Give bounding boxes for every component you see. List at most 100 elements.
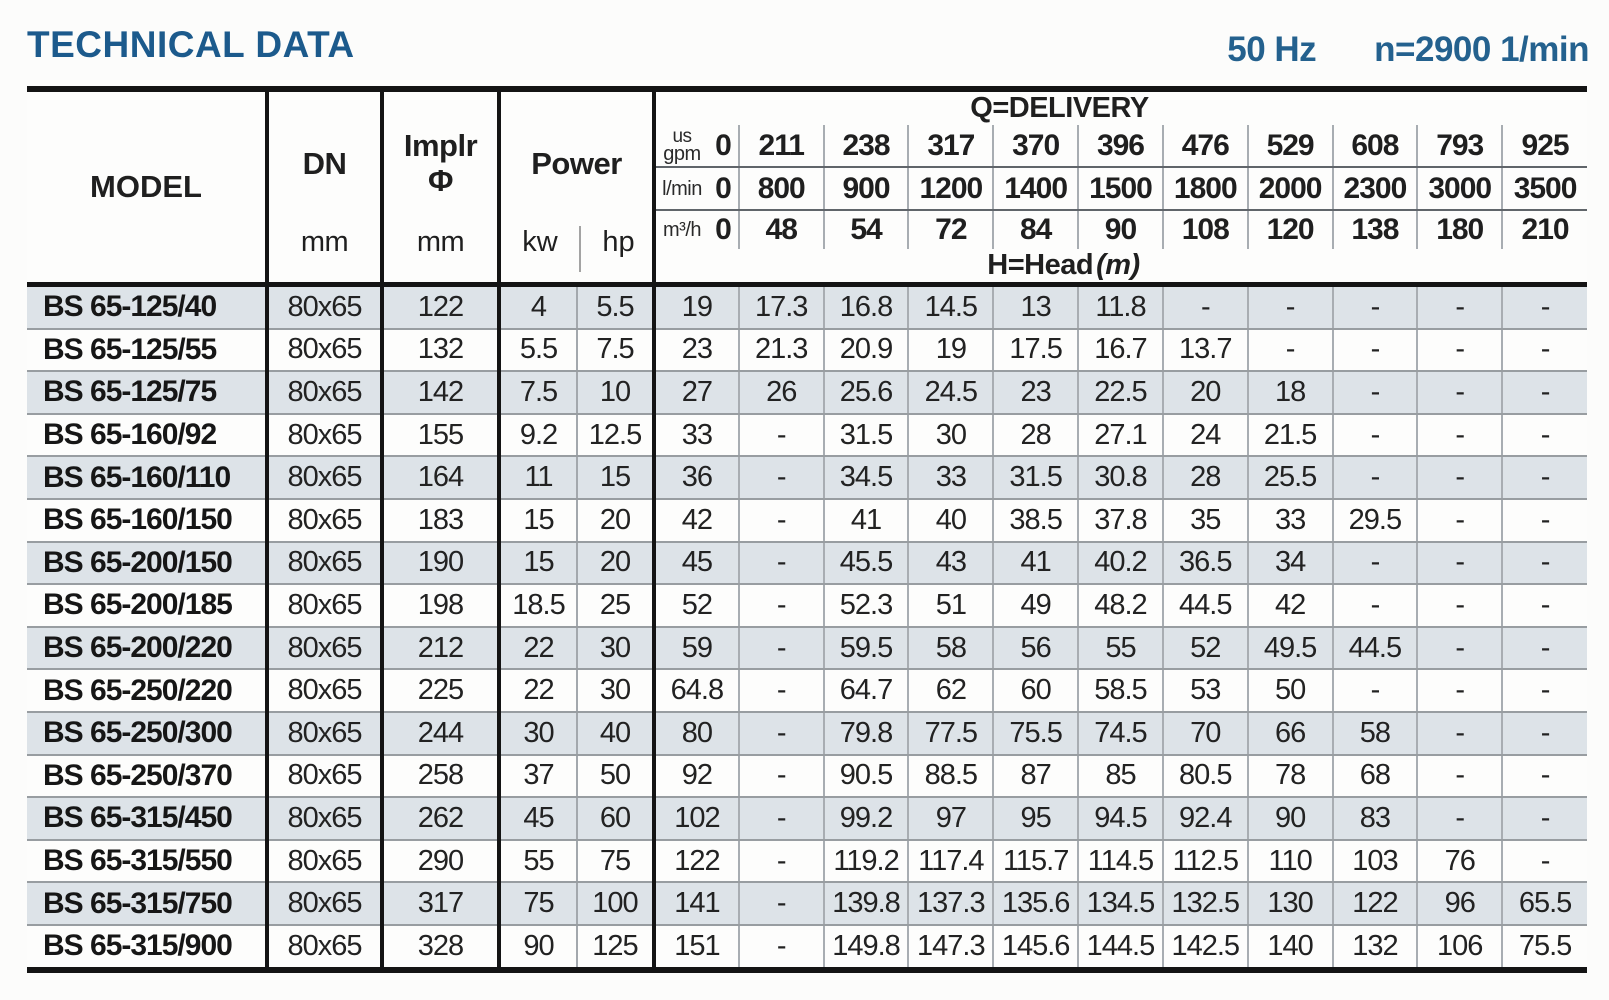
head-value-cell: - [1331,541,1418,586]
head-value-cell: 13 [992,281,1079,330]
head-value-cell: 140 [1246,924,1333,971]
dn-cell: 80x65 [267,371,384,415]
power-label: Power [531,145,622,181]
implr-cell: 244 [382,711,501,756]
kw-cell: 7.5 [499,371,578,415]
head-value-cell: 119.2 [822,839,909,884]
head-value-cell: 145.6 [992,924,1079,971]
head-value-cell: 45 [654,541,739,586]
kw-cell: 15 [499,541,578,586]
head-value-cell: 95 [992,797,1079,841]
hp-cell: 50 [577,754,656,799]
kw-cell: 18.5 [499,584,578,628]
model-cell: BS 65-200/150 [27,541,269,586]
head-value-cell: - [1416,413,1503,458]
head-value-cell: 132 [1331,924,1418,971]
head-value-cell: 51 [907,584,994,628]
implr-cell: 142 [382,371,501,415]
head-value-cell: 59 [654,626,739,671]
delivery-value-cell: 72 [907,210,994,249]
head-value-cell: 16.8 [822,281,909,330]
head-value-cell: 49 [992,584,1079,628]
head-value-cell: 122 [1331,882,1418,926]
delivery-zero-value: 0 [715,171,732,205]
head-value-cell: 77.5 [907,711,994,756]
head-value-cell: - [1416,797,1503,841]
head-value-cell: 66 [1246,711,1333,756]
head-value-cell: - [737,626,824,671]
head-value-cell: 41 [822,498,909,543]
head-value-cell: 19 [654,281,739,330]
hp-cell: 100 [577,882,656,926]
head-value-cell: 13.7 [1161,328,1248,373]
head-value-cell: 97 [907,797,994,841]
head-value-cell: 23 [654,328,739,373]
head-value-cell: - [1416,626,1503,671]
head-value-cell: - [1416,371,1503,415]
table-row: BS 65-200/220 80x65 212 22 30 59-59.5 58 56 55 52… [27,626,1587,671]
model-cell: BS 65-315/900 [27,924,269,971]
head-value-cell: 20.9 [822,328,909,373]
dn-cell: 80x65 [267,797,384,841]
head-value-cell: - [1331,281,1418,330]
head-group-label: H=Head (m) [987,249,1140,281]
delivery-group-header: Q=DELIVERY [654,89,1587,125]
head-value-cell: 141 [654,882,739,926]
head-value-cell: 19 [907,328,994,373]
head-value-cell: 62 [907,669,994,713]
table-row: BS 65-200/150 80x65 190 15 20 45-45.5 43 41 40.2… [27,541,1587,586]
head-value-cell: - [1501,371,1587,415]
table-row: BS 65-250/300 80x65 244 30 40 80-79.8 77.5 75.5… [27,711,1587,756]
head-value-cell: - [1416,456,1503,500]
head-value-cell: - [1331,371,1418,415]
head-value-cell: - [1501,413,1587,458]
page-header: TECHNICAL DATA 50 Hz n=2900 1/min [0,0,1609,86]
head-value-cell: 53 [1161,669,1248,713]
dn-cell: 80x65 [267,456,384,500]
head-value-cell: - [1161,281,1248,330]
head-value-cell: - [1331,669,1418,713]
head-value-cell: 17.3 [737,281,824,330]
head-value-cell: 55 [1077,626,1163,671]
head-value-cell: 25.6 [822,371,909,415]
head-value-cell: 43 [907,541,994,586]
head-value-cell: 18 [1246,371,1333,415]
head-value-cell: 33 [1246,498,1333,543]
head-value-cell: 142.5 [1161,924,1248,971]
dn-cell: 80x65 [267,413,384,458]
head-value-cell: - [737,882,824,926]
head-value-cell: 149.8 [822,924,909,971]
head-value-cell: 75.5 [1501,924,1587,971]
dn-cell: 80x65 [267,498,384,543]
head-value-cell: - [1416,584,1503,628]
head-value-cell: - [1501,456,1587,500]
delivery-value-cell: 3500 [1501,167,1587,211]
head-value-cell: 27.1 [1077,413,1163,458]
head-value-cell: 28 [992,413,1079,458]
table-row: BS 65-315/750 80x65 317 75 100 141-139.8 137.3… [27,882,1587,926]
hp-cell: 125 [577,924,656,971]
head-value-cell: 40.2 [1077,541,1163,586]
implr-cell: 132 [382,328,501,373]
dn-cell: 80x65 [267,839,384,884]
dn-unit-label: mm [300,226,349,258]
dn-cell: 80x65 [267,882,384,926]
table-row: BS 65-160/150 80x65 183 15 20 42-41 40 38.5 37.8… [27,498,1587,543]
head-value-cell: 56 [992,626,1079,671]
table-header: MODEL DN mm Implr Φ mm Power [27,89,1587,285]
delivery-value-cell: 54 [822,210,909,249]
head-value-cell: 33 [907,456,994,500]
head-value-cell: 35 [1161,498,1248,543]
table-row: BS 65-250/370 80x65 258 37 50 92-90.5 88.5 87 85… [27,754,1587,799]
head-value-cell: 30.8 [1077,456,1163,500]
table-row: BS 65-315/900 80x65 328 90 125 151-149.8 147.3… [27,924,1587,971]
power-unit-labels: kw hp [501,226,652,272]
dn-cell: 80x65 [267,754,384,799]
hp-cell: 60 [577,797,656,841]
head-value-cell: 36 [654,456,739,500]
head-value-cell: 134.5 [1077,882,1163,926]
unit-label-cell: m³/h 0 [654,210,739,249]
head-group-header: H=Head (m) [654,249,1587,285]
model-column-header: MODEL [27,89,269,285]
head-value-cell: 31.5 [822,413,909,458]
